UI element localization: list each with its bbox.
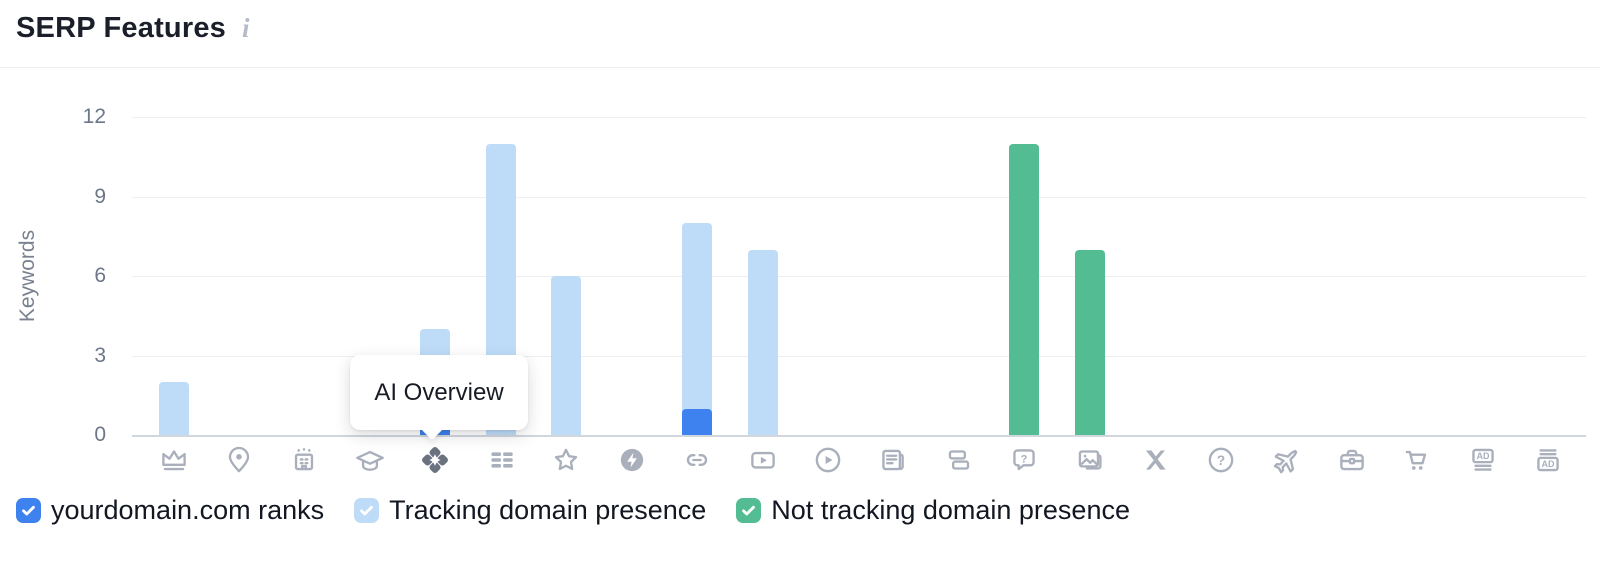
check-icon (742, 505, 756, 516)
legend-label-ranks: yourdomain.com ranks (51, 495, 325, 525)
checkbox-tracking[interactable] (354, 498, 380, 523)
location-pin-icon[interactable] (222, 443, 256, 477)
tooltip-text: AI Overview (374, 378, 504, 406)
stacked-cards-icon[interactable] (942, 443, 976, 477)
question-circle-icon[interactable]: ? (1204, 443, 1238, 477)
svg-text:AD: AD (1476, 451, 1490, 461)
y-tick-9: 9 (94, 184, 106, 208)
graduation-cap-icon[interactable] (353, 443, 387, 477)
x-twitter-icon[interactable] (1138, 443, 1172, 477)
bar-ranks-link[interactable] (682, 408, 713, 435)
svg-text:AD: AD (1541, 459, 1555, 469)
jobs-icon[interactable] (1335, 443, 1369, 477)
header-divider (0, 67, 1600, 68)
news-icon[interactable] (876, 443, 910, 477)
ads-bottom-icon[interactable]: AD (1531, 443, 1565, 477)
y-tick-3: 3 (94, 343, 106, 367)
bar-not_tracking-question-bubble[interactable] (1009, 143, 1040, 435)
ai-overview-icon[interactable] (418, 443, 452, 477)
legend-item-tracking[interactable]: Tracking domain presence (354, 495, 706, 526)
bar-tracking-crown[interactable] (158, 382, 189, 435)
shopping-cart-icon[interactable] (1400, 443, 1434, 477)
info-icon[interactable]: i (242, 13, 250, 43)
legend-item-ranks[interactable]: yourdomain.com ranks (16, 495, 324, 526)
legend: yourdomain.com ranks Tracking domain pres… (16, 495, 1130, 526)
image-pack-icon[interactable] (1073, 443, 1107, 477)
star-rating-icon[interactable] (549, 443, 583, 477)
link-icon[interactable] (680, 443, 714, 477)
legend-label-not_tracking: Not tracking domain presence (771, 495, 1130, 525)
question-bubble-icon[interactable]: ? (1007, 443, 1041, 477)
svg-text:?: ? (1021, 453, 1028, 465)
bar-not_tracking-image-pack[interactable] (1074, 249, 1105, 435)
y-tick-0: 0 (94, 423, 106, 446)
hotel-pack-icon[interactable] (287, 443, 321, 477)
checkbox-not_tracking[interactable] (736, 498, 762, 523)
checkbox-ranks[interactable] (16, 498, 41, 523)
legend-label-tracking: Tracking domain presence (389, 495, 707, 525)
page-title: SERP Features (16, 12, 226, 44)
bar-tracking-video[interactable] (747, 249, 778, 435)
check-icon (360, 505, 373, 516)
x-axis-baseline (132, 435, 1586, 437)
check-icon (22, 505, 35, 516)
gridline (132, 117, 1586, 118)
list-icon[interactable] (484, 443, 518, 477)
svg-text:?: ? (1217, 452, 1225, 468)
bar-tracking-link[interactable] (682, 223, 713, 435)
ai-overview-tooltip: AI Overview (350, 355, 528, 430)
gridline (132, 355, 1586, 357)
video-icon[interactable] (746, 443, 780, 477)
y-axis-label: Keywords (16, 229, 39, 323)
gridline (132, 196, 1586, 198)
legend-item-not_tracking[interactable]: Not tracking domain presence (736, 495, 1130, 526)
video-carousel-icon[interactable] (811, 443, 845, 477)
ads-top-icon[interactable]: AD (1466, 443, 1500, 477)
crown-icon[interactable] (157, 443, 191, 477)
widget-header: SERP Features i (16, 12, 250, 45)
flights-icon[interactable] (1269, 443, 1303, 477)
bar-tracking-star-rating[interactable] (551, 276, 582, 435)
amp-icon[interactable] (615, 443, 649, 477)
y-tick-12: 12 (82, 105, 106, 128)
y-tick-6: 6 (94, 264, 106, 287)
gridline (132, 276, 1586, 277)
